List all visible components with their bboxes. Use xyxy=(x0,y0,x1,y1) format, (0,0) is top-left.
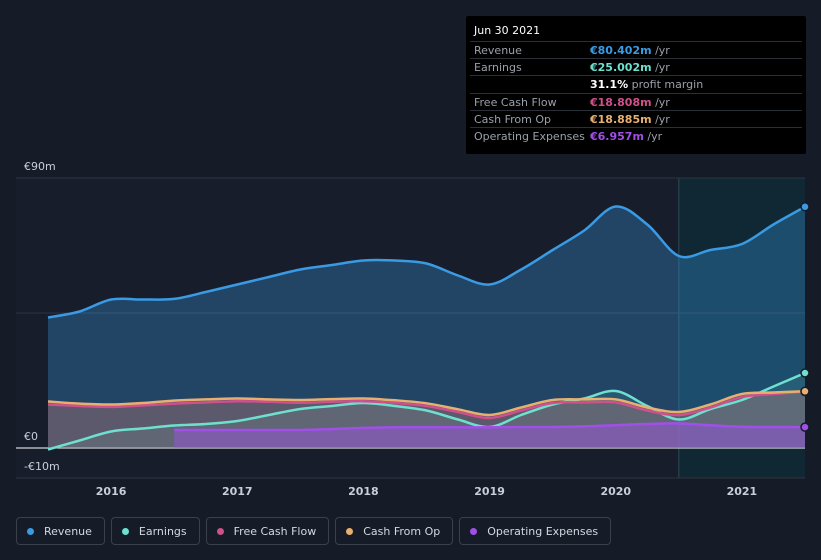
cash-from-op-line xyxy=(47,390,806,417)
legend-label: Operating Expenses xyxy=(487,524,599,538)
tooltip-row-label: Free Cash Flow xyxy=(474,95,557,109)
tooltip-row-value: €6.957m /yr xyxy=(590,130,663,143)
tooltip-row-value: €25.002m /yr xyxy=(590,61,670,75)
revenue-line xyxy=(47,205,806,319)
y-tick-label: €0 xyxy=(24,430,38,443)
y-tick-label: -€10m xyxy=(24,460,60,473)
tooltip-row-unit: profit margin xyxy=(628,78,704,92)
legend-item-operating-expenses[interactable]: Operating Expenses xyxy=(459,517,612,545)
tooltip-panel: Jun 30 2021 Revenue €80.402m /yr Earnings €… xyxy=(466,16,806,154)
free-cash-flow-area xyxy=(48,391,805,448)
tooltip-row: Operating Expenses €6.957m /yr xyxy=(470,127,802,145)
x-tick-label: 2017 xyxy=(222,485,253,498)
legend-dot-icon xyxy=(216,527,224,535)
legend: Revenue Earnings Free Cash Flow Cash From O… xyxy=(16,517,612,547)
tooltip-row-label: Operating Expenses xyxy=(474,130,585,143)
tooltip-row-unit: /yr xyxy=(643,130,663,143)
tooltip-row-unit: /yr xyxy=(651,61,670,75)
x-tick-label: 2020 xyxy=(600,485,631,498)
tooltip-row: Revenue €80.402m /yr xyxy=(470,41,802,59)
earnings-end-point xyxy=(800,368,810,378)
tooltip-row-label: Cash From Op xyxy=(474,112,552,126)
tooltip-row-unit: /yr xyxy=(651,95,670,109)
free-cash-flow-line xyxy=(47,390,806,420)
revenue-area xyxy=(48,206,805,448)
legend-item-cash-from-op[interactable]: Cash From Op xyxy=(335,517,454,545)
y-tick-label: €90m xyxy=(24,160,56,173)
legend-item-earnings[interactable]: Earnings xyxy=(110,517,200,545)
revenue-end-point xyxy=(800,202,810,212)
x-tick-label: 2016 xyxy=(96,485,127,498)
earnings-line xyxy=(47,371,806,451)
tooltip-row-value: €18.885m /yr xyxy=(590,112,670,126)
tooltip-row-unit: /yr xyxy=(651,44,670,57)
tooltip-row-value: 31.1% profit margin xyxy=(590,78,704,92)
legend-dot-icon xyxy=(346,527,354,535)
legend-dot-icon xyxy=(27,527,34,535)
legend-item-free-cash-flow[interactable]: Free Cash Flow xyxy=(205,517,330,545)
x-tick-label: 2019 xyxy=(474,485,505,498)
legend-dot-icon xyxy=(121,527,129,535)
tooltip-row-unit: /yr xyxy=(651,112,670,126)
tooltip-row: Earnings €25.002m /yr xyxy=(470,58,802,76)
cash-from-op-end-point xyxy=(800,386,810,397)
tooltip-row: Free Cash Flow €18.808m /yr xyxy=(470,92,802,111)
tooltip-date: Jun 30 2021 xyxy=(474,24,541,37)
tooltip-row-label: Earnings xyxy=(474,61,522,75)
tooltip-row-value: €18.808m /yr xyxy=(590,95,670,109)
x-tick-label: 2018 xyxy=(348,485,379,498)
tooltip-row: Cash From Op €18.885m /yr xyxy=(470,109,802,128)
operating-expenses-line xyxy=(174,422,806,432)
tooltip-row-label: Revenue xyxy=(474,44,522,57)
tooltip-row-value: €80.402m /yr xyxy=(590,44,670,57)
tooltip-row: 31.1% profit margin xyxy=(470,75,802,93)
legend-label: Revenue xyxy=(44,524,92,538)
cash-from-op-area xyxy=(48,391,805,448)
legend-label: Earnings xyxy=(138,524,187,538)
legend-dot-icon xyxy=(470,527,478,535)
x-tick-label: 2021 xyxy=(727,485,758,498)
operating-expenses-end-point xyxy=(800,422,810,432)
legend-label: Cash From Op xyxy=(363,524,441,538)
legend-label: Free Cash Flow xyxy=(233,524,317,538)
legend-item-revenue[interactable]: Revenue xyxy=(16,517,105,545)
